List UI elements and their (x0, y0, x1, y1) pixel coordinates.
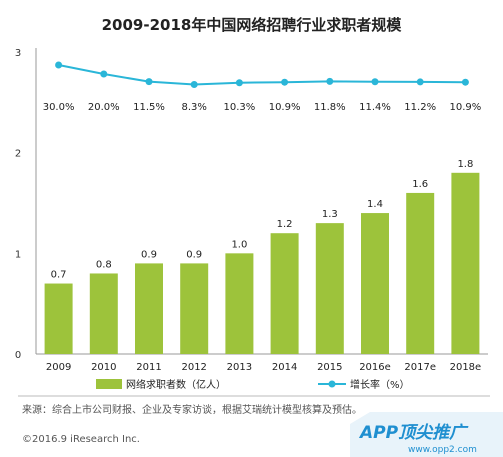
bar-value-label: 1.3 (322, 209, 338, 220)
bar-value-label: 1.6 (412, 179, 428, 190)
bar (270, 233, 299, 354)
copyright: ©2016.9 iResearch Inc. (22, 434, 140, 445)
bar (135, 263, 163, 354)
growth-value-label: 11.8% (314, 102, 346, 113)
growth-point (190, 81, 198, 89)
growth-value-label: 10.3% (224, 102, 256, 113)
x-tick-label: 2015 (317, 362, 342, 373)
bar (225, 253, 254, 354)
x-tick-label: 2014 (272, 362, 297, 373)
x-tick-label: 2018e (450, 362, 482, 373)
growth-value-label: 30.0% (43, 102, 75, 113)
growth-value-label: 10.9% (269, 102, 301, 113)
svg-text:www.opp2.com: www.opp2.com (408, 445, 477, 455)
bar (44, 283, 73, 354)
x-tick-label: 2009 (46, 362, 71, 373)
bar-value-label: 1.0 (231, 239, 247, 250)
growth-value-label: 20.0% (88, 102, 120, 113)
x-tick-label: 2011 (136, 362, 161, 373)
growth-value-label: 10.9% (450, 102, 482, 113)
svg-text:APP顶尖推广: APP顶尖推广 (358, 423, 469, 443)
growth-point (145, 78, 153, 86)
growth-point (461, 78, 469, 86)
bar-value-label: 0.9 (186, 249, 202, 260)
bar (406, 192, 435, 354)
growth-value-label: 8.3% (181, 102, 206, 113)
y-tick-label: 3 (15, 48, 21, 59)
bar-value-label: 1.8 (457, 159, 473, 170)
y-tick-label: 2 (15, 149, 21, 160)
y-tick-label: 1 (15, 249, 21, 260)
bar (89, 273, 118, 354)
growth-point (326, 77, 334, 85)
bar (451, 172, 480, 354)
growth-point (371, 78, 379, 86)
growth-value-label: 11.4% (359, 102, 391, 113)
legend-label-bars: 网络求职者数（亿人） (126, 378, 226, 391)
chart-title: 2009-2018年中国网络招聘行业求职者规模 (101, 16, 402, 34)
legend-marker-line (328, 380, 336, 388)
y-tick-label: 0 (15, 350, 21, 361)
bar-value-label: 0.9 (141, 249, 157, 260)
growth-line (58, 64, 466, 86)
growth-point (235, 79, 243, 87)
growth-value-label: 11.2% (404, 102, 436, 113)
bar-value-label: 0.7 (51, 270, 67, 281)
x-tick-label: 2013 (227, 362, 252, 373)
bar-value-label: 0.8 (96, 259, 112, 270)
legend-swatch-bars (96, 379, 122, 389)
bar-value-label: 1.4 (367, 199, 383, 210)
growth-point (281, 78, 289, 86)
x-tick-label: 2017e (404, 362, 436, 373)
bar-value-label: 1.2 (277, 219, 293, 230)
growth-point (416, 78, 424, 86)
bar (315, 223, 344, 354)
source-note: 来源：综合上市公司财报、企业及专家访谈，根据艾瑞统计模型核算及预估。 (22, 405, 362, 416)
growth-point (100, 70, 108, 78)
x-tick-label: 2010 (91, 362, 116, 373)
x-tick-label: 2012 (181, 362, 206, 373)
legend-label-line: 增长率（%） (350, 378, 410, 391)
growth-value-label: 11.5% (133, 102, 165, 113)
bar (361, 213, 389, 354)
bar (180, 263, 209, 354)
x-tick-label: 2016e (359, 362, 391, 373)
growth-point (55, 61, 63, 69)
